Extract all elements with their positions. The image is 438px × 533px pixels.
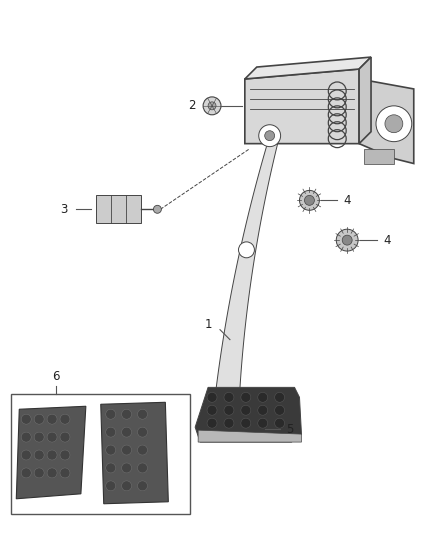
Circle shape — [106, 481, 116, 491]
Polygon shape — [245, 69, 359, 144]
Circle shape — [275, 418, 285, 428]
Polygon shape — [359, 79, 414, 164]
Text: 3: 3 — [60, 203, 68, 216]
Circle shape — [138, 427, 148, 437]
Circle shape — [304, 196, 314, 205]
Circle shape — [21, 468, 31, 478]
Circle shape — [258, 392, 268, 402]
Polygon shape — [359, 57, 371, 144]
Circle shape — [47, 450, 57, 460]
Text: 6: 6 — [52, 370, 60, 383]
Polygon shape — [96, 196, 141, 223]
Circle shape — [342, 235, 352, 245]
Circle shape — [60, 450, 70, 460]
Circle shape — [34, 432, 44, 442]
Circle shape — [224, 418, 234, 428]
Text: 4: 4 — [343, 194, 351, 207]
Circle shape — [122, 409, 131, 419]
Circle shape — [34, 450, 44, 460]
Circle shape — [106, 445, 116, 455]
Text: 1: 1 — [204, 318, 212, 331]
Circle shape — [122, 427, 131, 437]
Circle shape — [207, 418, 217, 428]
Circle shape — [106, 463, 116, 473]
Text: 5: 5 — [286, 423, 293, 435]
Circle shape — [106, 427, 116, 437]
Circle shape — [106, 409, 116, 419]
Polygon shape — [195, 387, 301, 442]
Circle shape — [21, 414, 31, 424]
Circle shape — [21, 432, 31, 442]
Circle shape — [47, 432, 57, 442]
Circle shape — [241, 405, 251, 415]
Circle shape — [60, 468, 70, 478]
Polygon shape — [101, 402, 168, 504]
Bar — [11, 394, 190, 514]
Circle shape — [138, 409, 148, 419]
Circle shape — [336, 229, 358, 251]
Circle shape — [138, 481, 148, 491]
Circle shape — [241, 392, 251, 402]
Circle shape — [300, 190, 319, 211]
Circle shape — [60, 432, 70, 442]
Circle shape — [376, 106, 412, 142]
Circle shape — [47, 468, 57, 478]
Text: 2: 2 — [188, 99, 196, 112]
Circle shape — [207, 392, 217, 402]
Circle shape — [122, 463, 131, 473]
Circle shape — [275, 405, 285, 415]
Circle shape — [60, 414, 70, 424]
Polygon shape — [216, 136, 279, 389]
Circle shape — [265, 131, 275, 141]
Circle shape — [258, 405, 268, 415]
Circle shape — [122, 445, 131, 455]
Circle shape — [258, 418, 268, 428]
Circle shape — [203, 97, 221, 115]
Circle shape — [241, 418, 251, 428]
Circle shape — [207, 405, 217, 415]
Circle shape — [259, 125, 281, 147]
Polygon shape — [198, 430, 301, 442]
Circle shape — [208, 102, 216, 110]
Circle shape — [21, 450, 31, 460]
Circle shape — [224, 392, 234, 402]
Polygon shape — [364, 149, 394, 164]
Text: 4: 4 — [383, 233, 391, 247]
Circle shape — [138, 445, 148, 455]
Circle shape — [153, 205, 161, 213]
Polygon shape — [16, 406, 86, 499]
Circle shape — [47, 414, 57, 424]
Circle shape — [239, 242, 254, 258]
Circle shape — [34, 414, 44, 424]
Circle shape — [138, 463, 148, 473]
Circle shape — [275, 392, 285, 402]
Circle shape — [224, 405, 234, 415]
Circle shape — [385, 115, 403, 133]
Circle shape — [122, 481, 131, 491]
Polygon shape — [245, 57, 371, 79]
Circle shape — [34, 468, 44, 478]
